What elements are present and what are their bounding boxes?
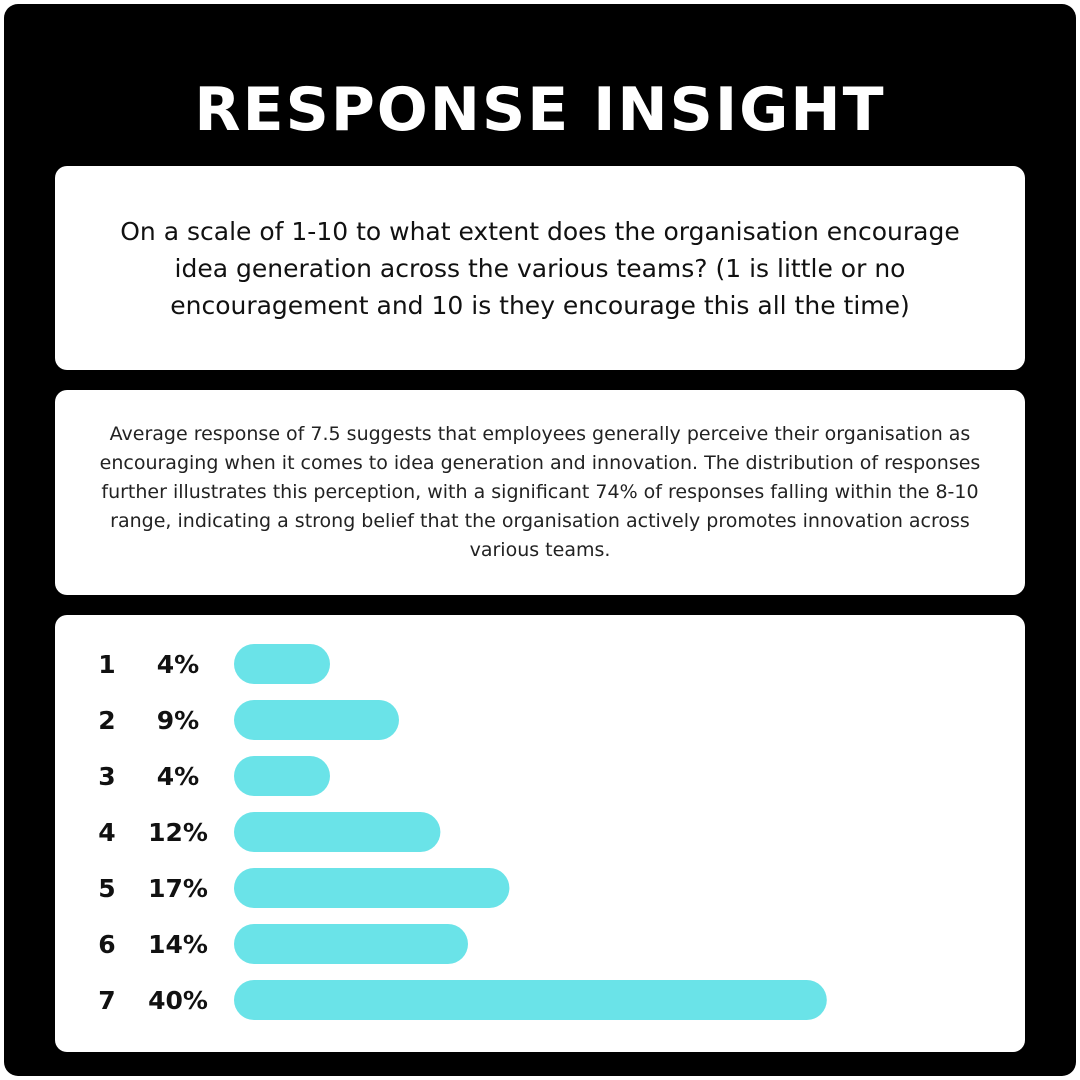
category-label: 7 [98, 986, 115, 1015]
insight-text: Average response of 7.5 suggests that em… [99, 423, 981, 561]
bar [234, 756, 330, 796]
value-label: 17% [148, 874, 208, 903]
value-label: 9% [157, 706, 199, 735]
bar [234, 980, 827, 1020]
value-label: 12% [148, 818, 208, 847]
category-label: 3 [98, 762, 115, 791]
question-card: On a scale of 1-10 to what extent does t… [55, 166, 1025, 370]
category-label: 2 [98, 706, 115, 735]
bar [234, 644, 330, 684]
bar [234, 812, 441, 852]
value-label: 40% [148, 986, 208, 1015]
value-label: 4% [157, 762, 199, 791]
bar-chart: 1 4%2 9%3 4%4 12%5 17%6 14%7 40% [98, 644, 827, 1020]
bar [234, 868, 510, 908]
category-label: 6 [98, 930, 115, 959]
bar [234, 924, 468, 964]
bar [234, 700, 399, 740]
value-label: 4% [157, 650, 199, 679]
category-label: 5 [98, 874, 115, 903]
category-label: 1 [98, 650, 115, 679]
chart-card: 1 4% 2 9% 3 4% 4 12% 5 17% 6 14% 7 40% [55, 615, 1025, 1052]
insight-card: Average response of 7.5 suggests that em… [55, 390, 1025, 595]
page-title: RESPONSE INSIGHT [194, 75, 886, 145]
question-text: On a scale of 1-10 to what extent does t… [120, 216, 960, 320]
category-label: 4 [98, 818, 115, 847]
value-label: 14% [148, 930, 208, 959]
